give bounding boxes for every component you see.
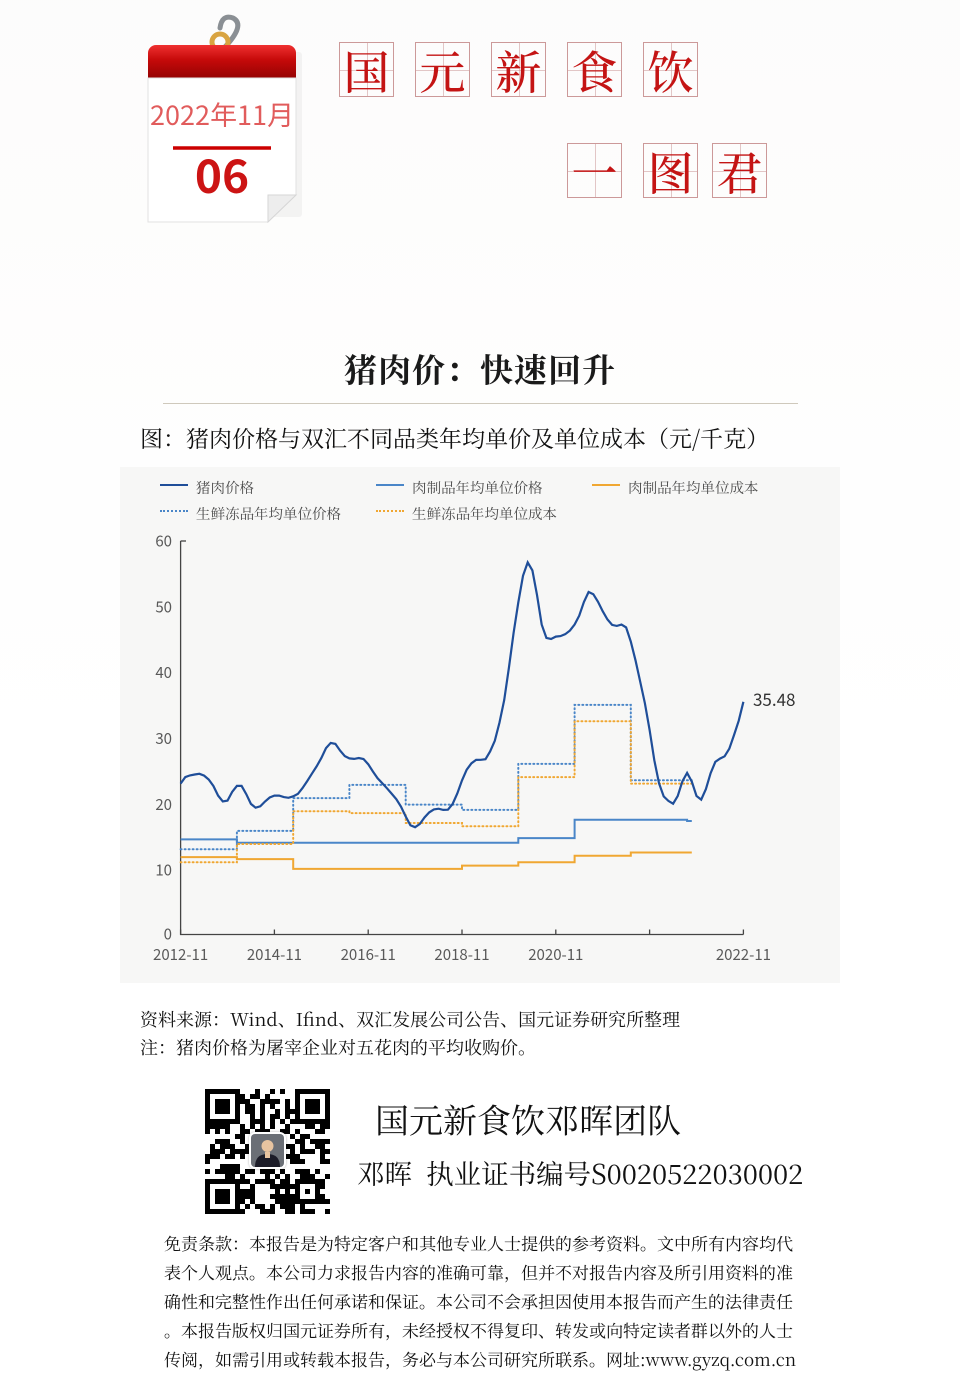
svg-text:2020-11: 2020-11 [528, 944, 583, 965]
svg-text:06: 06 [195, 141, 249, 207]
svg-text:30: 30 [155, 728, 172, 749]
svg-text:2018-11: 2018-11 [434, 944, 489, 965]
svg-text:2016-11: 2016-11 [341, 944, 396, 965]
svg-text:20: 20 [155, 794, 172, 815]
svg-text:10: 10 [155, 860, 172, 881]
svg-text:40: 40 [155, 662, 172, 683]
svg-text:2014-11: 2014-11 [247, 944, 302, 965]
svg-text:2022年11月: 2022年11月 [150, 94, 294, 133]
svg-text:2022-11: 2022-11 [716, 944, 771, 965]
svg-text:60: 60 [155, 531, 172, 552]
svg-text:2012-11: 2012-11 [153, 944, 208, 965]
svg-text:0: 0 [164, 924, 172, 945]
svg-text:50: 50 [155, 596, 172, 617]
svg-text:35.48: 35.48 [753, 686, 795, 711]
